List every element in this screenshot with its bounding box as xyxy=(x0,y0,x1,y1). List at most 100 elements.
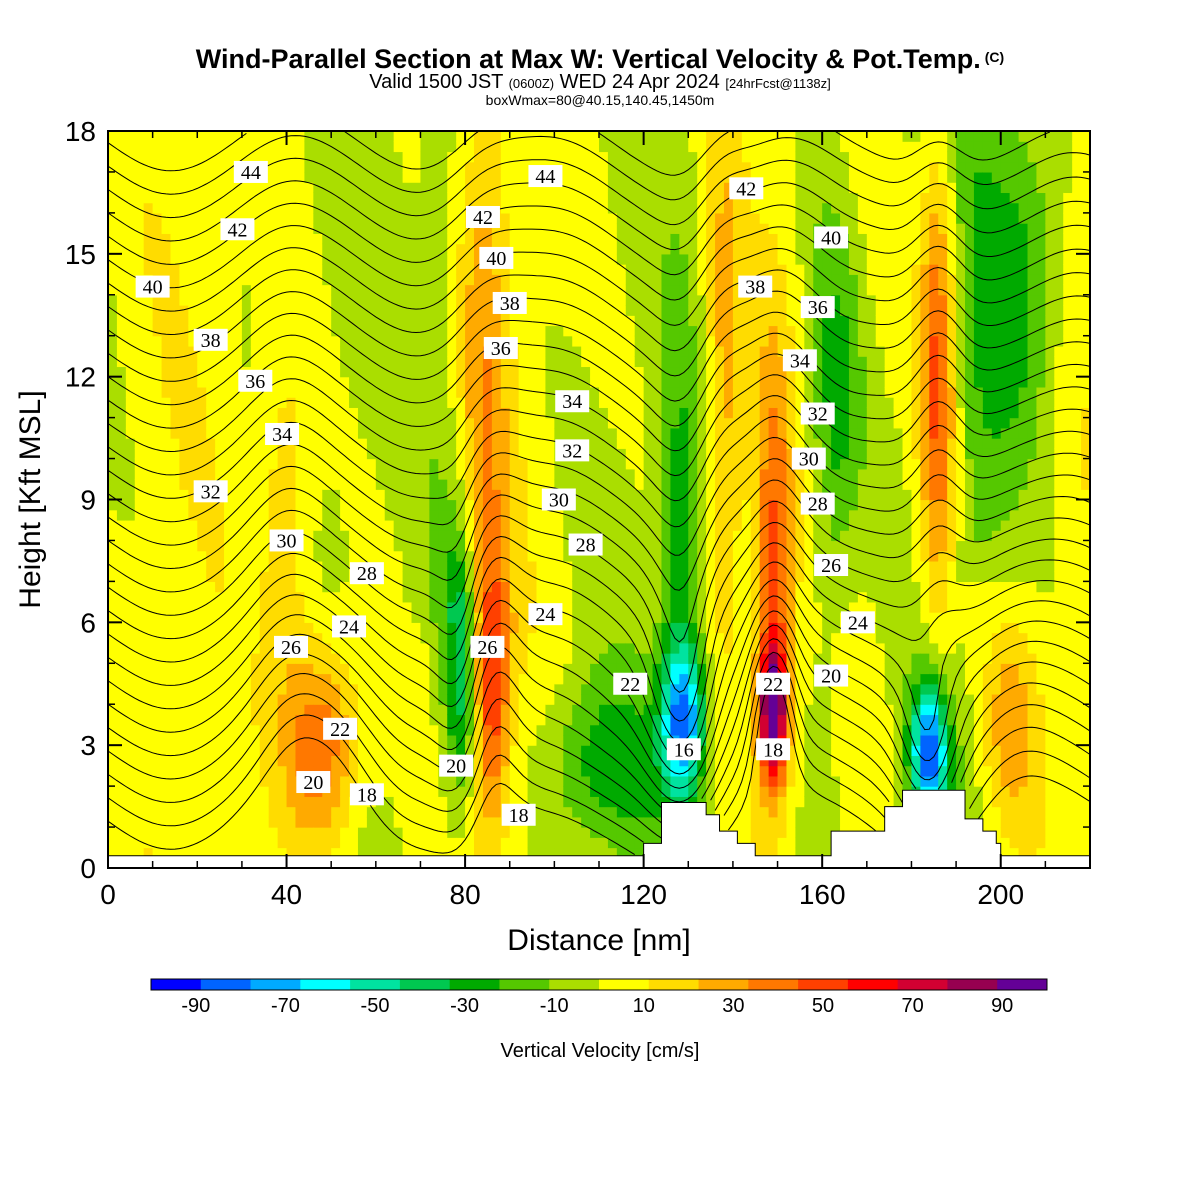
w-cell xyxy=(500,397,511,408)
w-cell xyxy=(197,837,207,849)
w-cell xyxy=(545,468,555,480)
w-cell xyxy=(108,376,118,388)
w-cell xyxy=(313,427,323,439)
w-cell xyxy=(438,284,448,296)
w-cell xyxy=(670,427,680,439)
w-cell xyxy=(259,581,270,593)
w-cell xyxy=(572,704,582,716)
w-cell xyxy=(357,386,368,398)
w-cell xyxy=(250,591,261,603)
w-cell xyxy=(116,683,127,695)
w-cell xyxy=(652,325,663,337)
w-cell xyxy=(500,131,511,142)
w-cell xyxy=(420,458,430,470)
w-cell xyxy=(572,755,582,767)
w-cell xyxy=(259,816,270,828)
w-cell xyxy=(340,479,350,490)
w-cell xyxy=(572,315,582,327)
w-cell xyxy=(447,212,457,224)
w-cell xyxy=(331,233,341,245)
w-cell xyxy=(411,366,422,378)
w-cell xyxy=(277,468,288,480)
w-cell xyxy=(232,816,243,828)
w-cell xyxy=(375,223,386,234)
w-cell xyxy=(304,724,314,736)
w-cell xyxy=(482,622,493,634)
w-cell xyxy=(286,765,297,777)
w-cell xyxy=(643,356,654,368)
w-cell xyxy=(108,724,118,736)
w-cell xyxy=(224,161,234,173)
w-cell xyxy=(536,448,547,460)
w-cell xyxy=(706,755,716,767)
w-cell xyxy=(679,499,689,511)
w-cell xyxy=(125,704,136,716)
w-cell xyxy=(599,151,609,163)
w-cell xyxy=(322,397,332,408)
w-cell xyxy=(349,837,359,849)
w-cell xyxy=(393,315,404,327)
w-cell xyxy=(447,827,457,838)
w-cell xyxy=(643,386,654,398)
w-cell xyxy=(179,253,189,265)
w-cell xyxy=(384,847,395,859)
w-cell xyxy=(241,612,252,623)
w-cell xyxy=(456,182,466,194)
w-cell xyxy=(108,182,118,194)
w-cell xyxy=(393,796,404,808)
w-cell xyxy=(268,335,279,347)
w-cell xyxy=(349,519,359,531)
w-cell xyxy=(340,775,350,787)
w-cell xyxy=(697,305,707,316)
w-cell xyxy=(599,683,609,695)
w-cell xyxy=(295,601,305,613)
w-cell xyxy=(670,663,680,675)
w-cell xyxy=(607,202,618,214)
w-cell xyxy=(661,151,672,163)
w-cell xyxy=(331,345,341,357)
w-cell xyxy=(402,499,413,511)
w-cell xyxy=(304,755,314,767)
w-cell xyxy=(599,161,609,173)
w-cell xyxy=(482,284,493,296)
w-cell xyxy=(286,366,297,378)
w-cell xyxy=(536,673,547,685)
w-cell xyxy=(590,376,600,388)
w-cell xyxy=(634,223,645,234)
w-cell xyxy=(108,233,118,245)
w-cell xyxy=(268,366,279,378)
w-cell xyxy=(456,540,466,552)
w-cell xyxy=(349,356,359,368)
w-cell xyxy=(349,530,359,542)
w-cell xyxy=(670,519,680,531)
w-cell xyxy=(491,591,502,603)
w-cell xyxy=(134,591,145,603)
w-cell xyxy=(572,356,582,368)
w-cell xyxy=(232,182,243,194)
w-cell xyxy=(108,550,118,562)
w-cell xyxy=(590,816,600,828)
w-cell xyxy=(509,581,520,593)
w-cell xyxy=(384,458,395,470)
w-cell xyxy=(215,745,225,757)
w-cell xyxy=(313,305,323,316)
w-cell xyxy=(590,673,600,685)
w-cell xyxy=(482,386,493,398)
w-cell xyxy=(563,468,573,480)
w-cell xyxy=(250,612,261,623)
w-cell xyxy=(447,325,457,337)
w-cell xyxy=(554,837,564,849)
w-cell xyxy=(616,294,627,306)
w-cell xyxy=(438,673,448,685)
w-cell xyxy=(688,550,698,562)
w-cell xyxy=(706,693,716,705)
w-cell xyxy=(268,734,279,746)
w-cell xyxy=(241,131,252,142)
w-cell xyxy=(375,581,386,593)
w-cell xyxy=(304,683,314,695)
w-cell xyxy=(625,386,636,398)
w-cell xyxy=(322,151,332,163)
w-cell xyxy=(545,775,555,787)
w-cell xyxy=(509,212,520,224)
w-cell xyxy=(134,427,145,439)
